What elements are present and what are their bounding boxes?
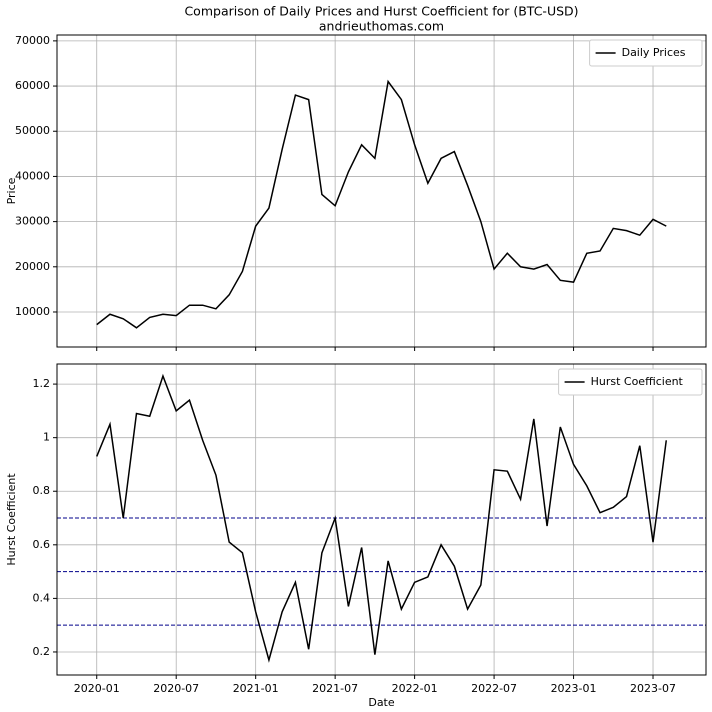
y-tick-label: 0.2 [33, 645, 51, 658]
y-tick-label: 0.6 [33, 538, 51, 551]
plot-frame [56, 363, 707, 676]
chart-title: Comparison of Daily Prices and Hurst Coe… [184, 4, 578, 19]
y-axis-label: Price [5, 177, 18, 204]
y-tick-label: 1.2 [33, 377, 51, 390]
chart-subtitle: andrieuthomas.com [319, 19, 444, 34]
legend-label: Daily Prices [622, 46, 686, 59]
data-line [96, 373, 668, 663]
x-tick-label: 2023-01 [551, 682, 597, 695]
y-tick-label: 0.8 [33, 484, 51, 497]
data-line [96, 79, 667, 329]
x-tick-label: 2022-07 [471, 682, 517, 695]
x-tick-label: 2021-07 [312, 682, 358, 695]
x-axis-label: Date [368, 696, 395, 709]
y-tick-label: 40000 [15, 169, 50, 182]
x-tick-label: 2023-07 [630, 682, 676, 695]
x-tick-label: 2020-01 [74, 682, 120, 695]
x-tick-label: 2021-01 [233, 682, 279, 695]
plot-frame [56, 34, 707, 348]
x-tick-label: 2022-01 [392, 682, 438, 695]
y-tick-label: 20000 [15, 260, 50, 273]
y-tick-label: 30000 [15, 215, 50, 228]
legend-label: Hurst Coefficient [591, 375, 684, 388]
legend-box [558, 368, 703, 396]
y-tick-label: 70000 [15, 34, 50, 47]
y-tick-label: 10000 [15, 305, 50, 318]
legend-box [589, 39, 703, 67]
y-tick-label: 1 [43, 431, 50, 444]
x-tick-label: 2020-07 [153, 682, 199, 695]
y-axis-label: Hurst Coefficient [5, 473, 18, 566]
y-tick-label: 50000 [15, 124, 50, 137]
y-tick-label: 60000 [15, 79, 50, 92]
y-tick-label: 0.4 [33, 591, 51, 604]
